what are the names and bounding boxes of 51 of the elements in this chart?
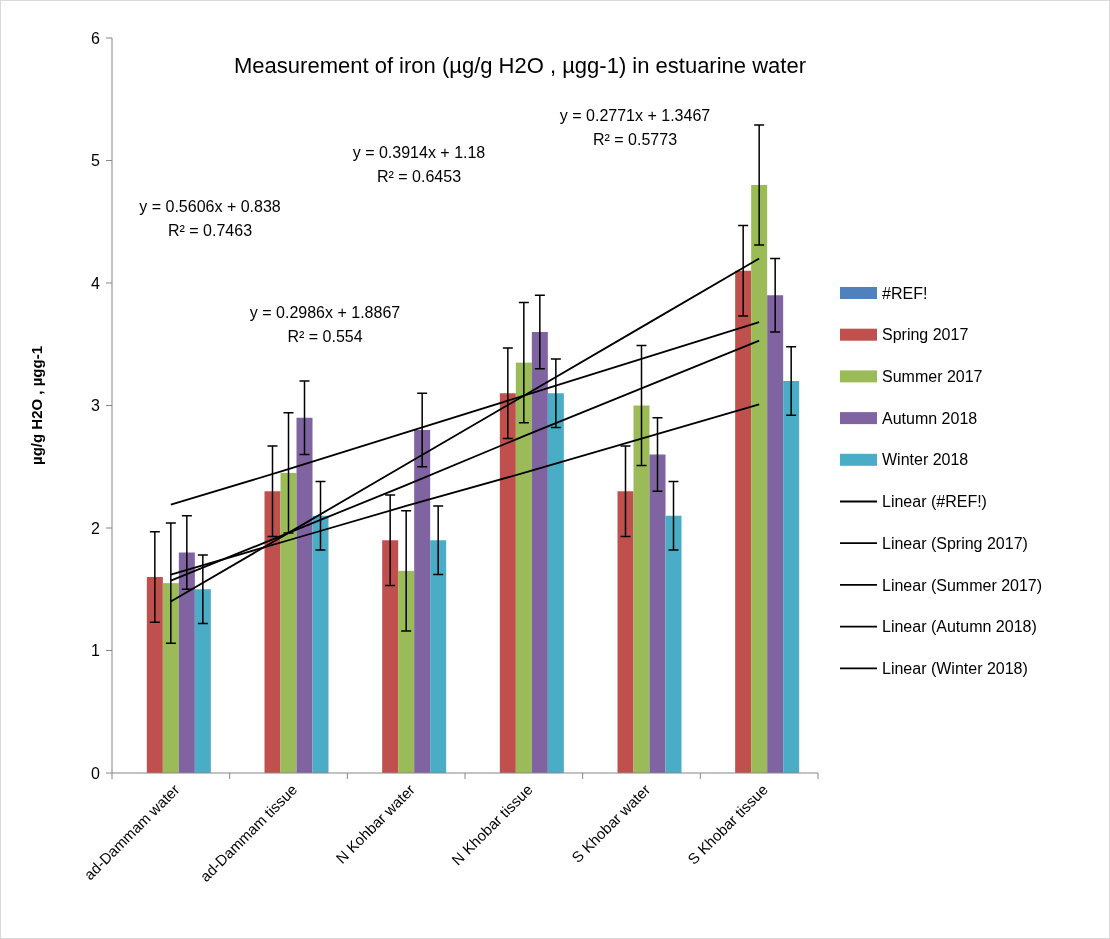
y-tick-label: 5 xyxy=(91,152,101,170)
bar xyxy=(547,393,564,773)
bar xyxy=(649,454,666,773)
bar xyxy=(398,570,415,773)
legend-label: Spring 2017 xyxy=(882,326,969,344)
bar xyxy=(783,381,800,773)
bar xyxy=(146,577,163,773)
legend-label: Summer 2017 xyxy=(882,368,983,385)
y-tick-label: 2 xyxy=(91,519,101,537)
annotation: R² = 0.5773 xyxy=(592,131,678,148)
bar xyxy=(430,540,447,773)
bar xyxy=(194,589,211,773)
y-tick-label: 0 xyxy=(91,764,101,782)
bar xyxy=(312,515,329,773)
bar xyxy=(162,583,179,773)
y-axis-title: µg/g H2O , µgg-1 xyxy=(28,346,45,465)
bar xyxy=(751,185,768,773)
y-tick-label: 3 xyxy=(91,397,101,415)
y-tick-label: 1 xyxy=(91,642,101,660)
legend-label: Autumn 2018 xyxy=(882,409,978,427)
legend-label: Linear (Autumn 2018) xyxy=(882,618,1037,636)
annotation: y = 0.5606x + 0.838 xyxy=(139,198,281,215)
legend-label: Linear (#REF!) xyxy=(882,493,987,511)
y-tick-label: 4 xyxy=(91,274,101,292)
annotation: y = 0.3914x + 1.18 xyxy=(352,144,486,161)
legend-label: #REF! xyxy=(882,284,928,302)
bar xyxy=(515,362,532,773)
legend-label: Winter 2018 xyxy=(882,451,969,469)
annotation: y = 0.2771x + 1.3467 xyxy=(559,107,711,124)
legend-label: Linear (Spring 2017) xyxy=(882,534,1028,552)
bar xyxy=(264,491,281,773)
bar xyxy=(617,491,634,773)
text: Measurement of iron (µg/g H2O , µgg-1) in estuarine water xyxy=(234,53,806,78)
bar xyxy=(531,332,548,773)
bar xyxy=(296,417,313,773)
annotation: y = 0.2986x + 1.8867 xyxy=(249,304,401,321)
annotation: R² = 0.7463 xyxy=(167,222,253,239)
bar xyxy=(382,540,399,773)
bar xyxy=(767,295,784,773)
bar xyxy=(735,270,752,773)
bar xyxy=(178,552,195,773)
annotation: R² = 0.554 xyxy=(287,328,363,345)
bar xyxy=(499,393,516,773)
legend-label: Linear (Summer 2017) xyxy=(882,576,1043,594)
bar xyxy=(665,515,682,773)
bar xyxy=(633,405,650,773)
annotation: R² = 0.6453 xyxy=(376,168,462,185)
bar xyxy=(280,472,297,773)
y-tick-label: 6 xyxy=(91,29,101,47)
legend-label: Linear (Winter 2018) xyxy=(882,659,1028,677)
bar xyxy=(414,430,431,773)
